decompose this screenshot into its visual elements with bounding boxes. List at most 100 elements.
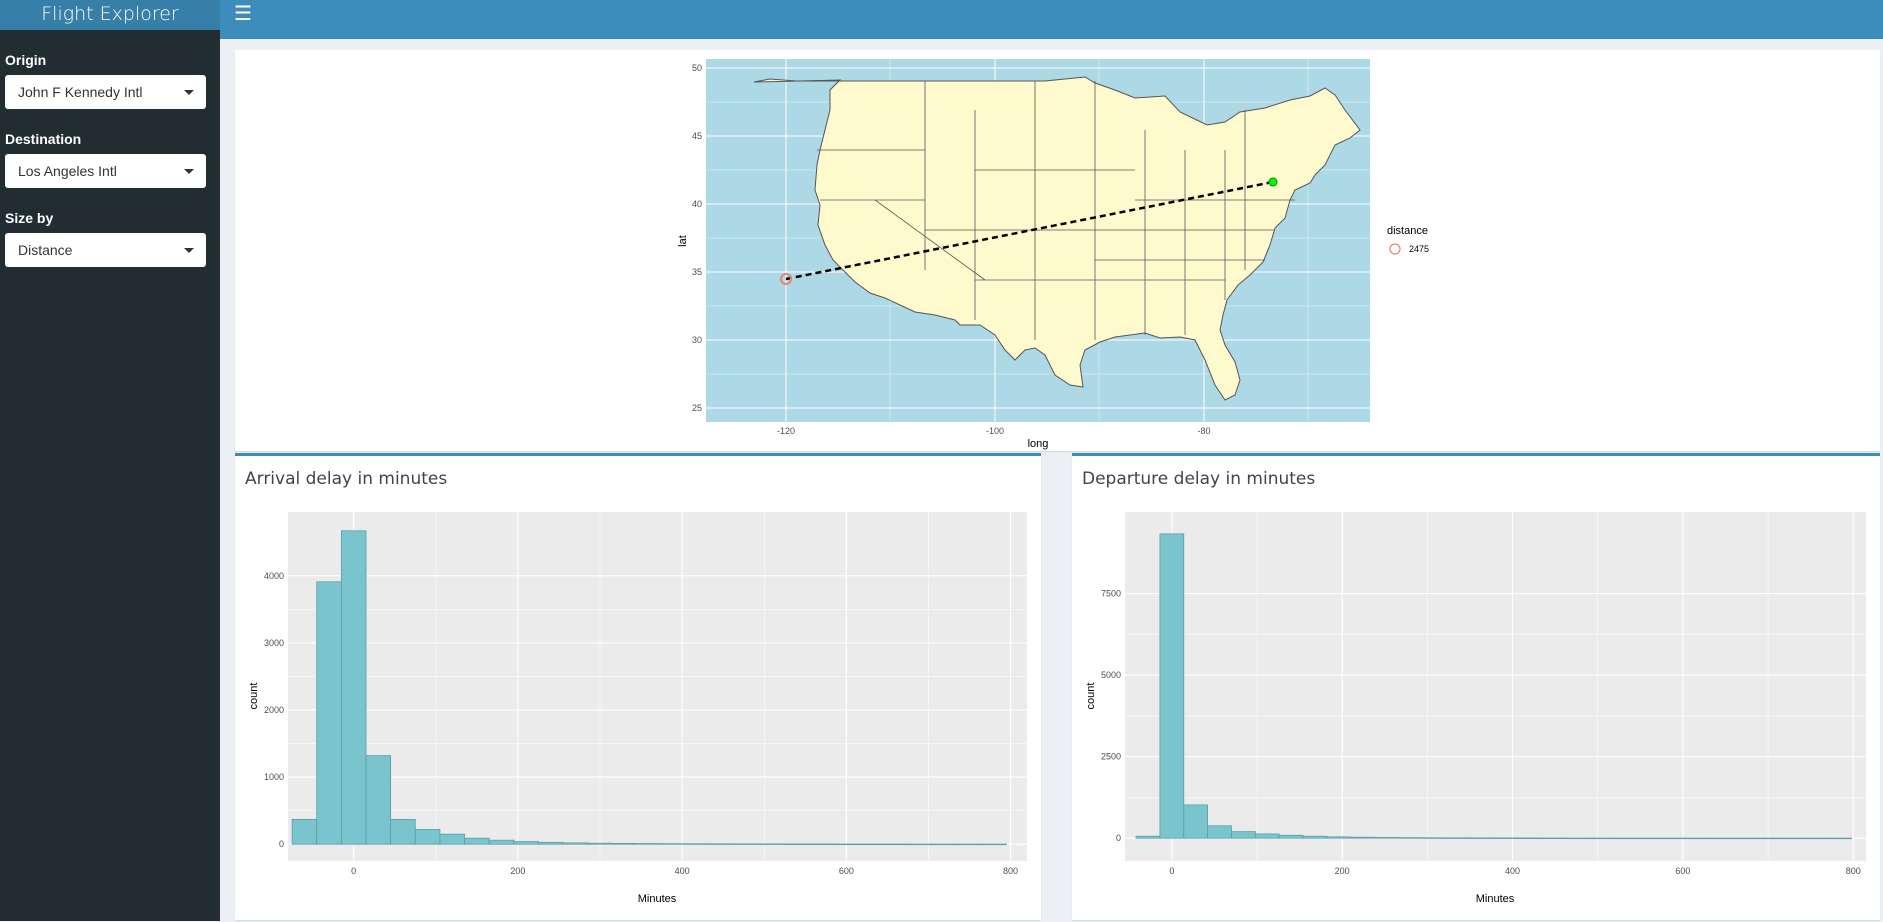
departure-bar [1731, 837, 1757, 840]
departure-bar [1207, 825, 1232, 839]
departure-bar [1588, 837, 1614, 840]
departure-bar [1469, 837, 1495, 839]
hamburger-icon[interactable]: ☰ [234, 3, 252, 25]
departure-bar [1541, 837, 1566, 840]
arrival-bar [513, 841, 539, 845]
map-x-tick: -80 [1197, 426, 1210, 436]
departure-y-tick: 5000 [1101, 670, 1121, 680]
departure-bar [1302, 835, 1328, 839]
departure-bar [1350, 836, 1375, 839]
top-navbar [220, 0, 1883, 39]
arrival-y-label: count [248, 683, 260, 710]
arrival-y-tick: 2000 [264, 705, 284, 715]
arrival-plot-panel [288, 512, 1027, 861]
departure-x-label: Minutes [1476, 893, 1515, 905]
departure-bar [1135, 835, 1161, 839]
arrival-x-tick: 200 [510, 866, 525, 876]
arrival-bar [636, 843, 663, 845]
departure-bar [1183, 804, 1209, 839]
departure-delay-box: Departure delay in minutes Minutes count… [1072, 453, 1880, 920]
usa-land [753, 76, 1361, 401]
departure-bar [1636, 837, 1662, 840]
arrival-bar [932, 843, 958, 846]
arrival-bar [956, 843, 983, 846]
departure-y-tick: 2500 [1101, 752, 1121, 762]
departure-histogram: Minutes count 0 200 400 600 800 0 2500 5000 7500 [1085, 512, 1866, 905]
arrival-bar [710, 843, 736, 845]
size-by-label: Size by [5, 210, 54, 226]
departure-bar [1231, 831, 1256, 839]
departure-bar [1708, 837, 1733, 840]
departure-bar [1159, 533, 1185, 839]
state-borders [817, 81, 1295, 340]
departure-bar [1326, 836, 1352, 839]
size-by-group: Size by Distance [5, 210, 206, 267]
destination-group: Destination Los Angeles Intl [5, 131, 206, 188]
map-y-label: lat [677, 235, 689, 247]
arrival-bar [488, 839, 515, 845]
flight-route [785, 180, 1274, 281]
departure-bar [1612, 837, 1638, 840]
departure-bar [1755, 837, 1781, 840]
arrival-bar [685, 843, 712, 845]
arrival-bar [858, 843, 884, 846]
departure-y-label: count [1085, 683, 1097, 710]
destination-value: Los Angeles Intl [18, 163, 117, 179]
origin-select[interactable]: John F Kennedy Intl [5, 75, 206, 109]
departure-bar [1684, 837, 1709, 840]
departure-y-tick: 7500 [1101, 589, 1121, 599]
arrival-bar [611, 843, 638, 845]
arrival-delay-box: Arrival delay in minutes Minutes count 0… [235, 453, 1041, 920]
arrival-bar [981, 843, 1007, 846]
map-x-tick: -120 [777, 426, 795, 436]
departure-delay-title: Departure delay in minutes [1082, 469, 1316, 489]
arrival-bar [882, 843, 909, 846]
arrival-x-tick: 800 [1003, 866, 1018, 876]
size-by-select[interactable]: Distance [5, 233, 206, 267]
arrival-histogram: Minutes count 0 200 400 600 800 0 1000 2000 3000… [248, 512, 1027, 905]
departure-bar [1278, 834, 1304, 839]
departure-bar [1254, 833, 1280, 839]
arrival-bar [340, 530, 367, 845]
arrival-bar [562, 842, 589, 845]
chevron-down-icon [184, 90, 194, 95]
map-legend-value: 2475 [1409, 244, 1429, 254]
arrival-y-tick: 4000 [264, 571, 284, 581]
map-y-ticks: 50 45 40 35 30 25 [692, 63, 702, 413]
destination-select[interactable]: Los Angeles Intl [5, 154, 206, 188]
departure-x-tick: 400 [1505, 866, 1520, 876]
departure-bar [1827, 837, 1852, 840]
arrival-bar [759, 843, 786, 845]
departure-bar [1517, 837, 1542, 839]
departure-x-tick: 200 [1335, 866, 1350, 876]
app-title[interactable]: Flight Explorer [0, 0, 220, 30]
arrival-y-tick: 3000 [264, 638, 284, 648]
departure-bar [1445, 837, 1471, 839]
destination-marker [780, 273, 792, 285]
sidebar: Flight Explorer Origin John F Kennedy In… [0, 0, 220, 921]
map-x-label: long [1028, 438, 1049, 450]
flight-map: 50 45 40 35 30 25 -120 -100 -80 long lat… [677, 59, 1429, 450]
arrival-y-tick: 0 [279, 839, 284, 849]
map-x-ticks: -120 -100 -80 [777, 426, 1211, 436]
departure-bar [1779, 837, 1805, 840]
arrival-bar [365, 755, 392, 845]
departure-bar [1493, 837, 1519, 839]
arrival-bar [414, 829, 441, 845]
arrival-bar [538, 841, 564, 845]
arrival-bar [809, 843, 835, 845]
arrival-bar [735, 843, 761, 845]
departure-bar [1374, 837, 1399, 839]
arrival-x-tick: 0 [351, 866, 356, 876]
departure-bar [1421, 837, 1447, 839]
arrival-bar [291, 818, 318, 845]
map-y-tick: 40 [692, 199, 702, 209]
departure-bar [1660, 837, 1685, 840]
origin-group: Origin John F Kennedy Intl [5, 52, 206, 109]
arrival-delay-title: Arrival delay in minutes [245, 469, 448, 489]
arrival-bar [464, 837, 490, 845]
arrival-bar [833, 843, 860, 846]
arrival-bar [439, 833, 465, 845]
arrival-bar [907, 843, 933, 846]
departure-plot-panel [1125, 512, 1866, 861]
